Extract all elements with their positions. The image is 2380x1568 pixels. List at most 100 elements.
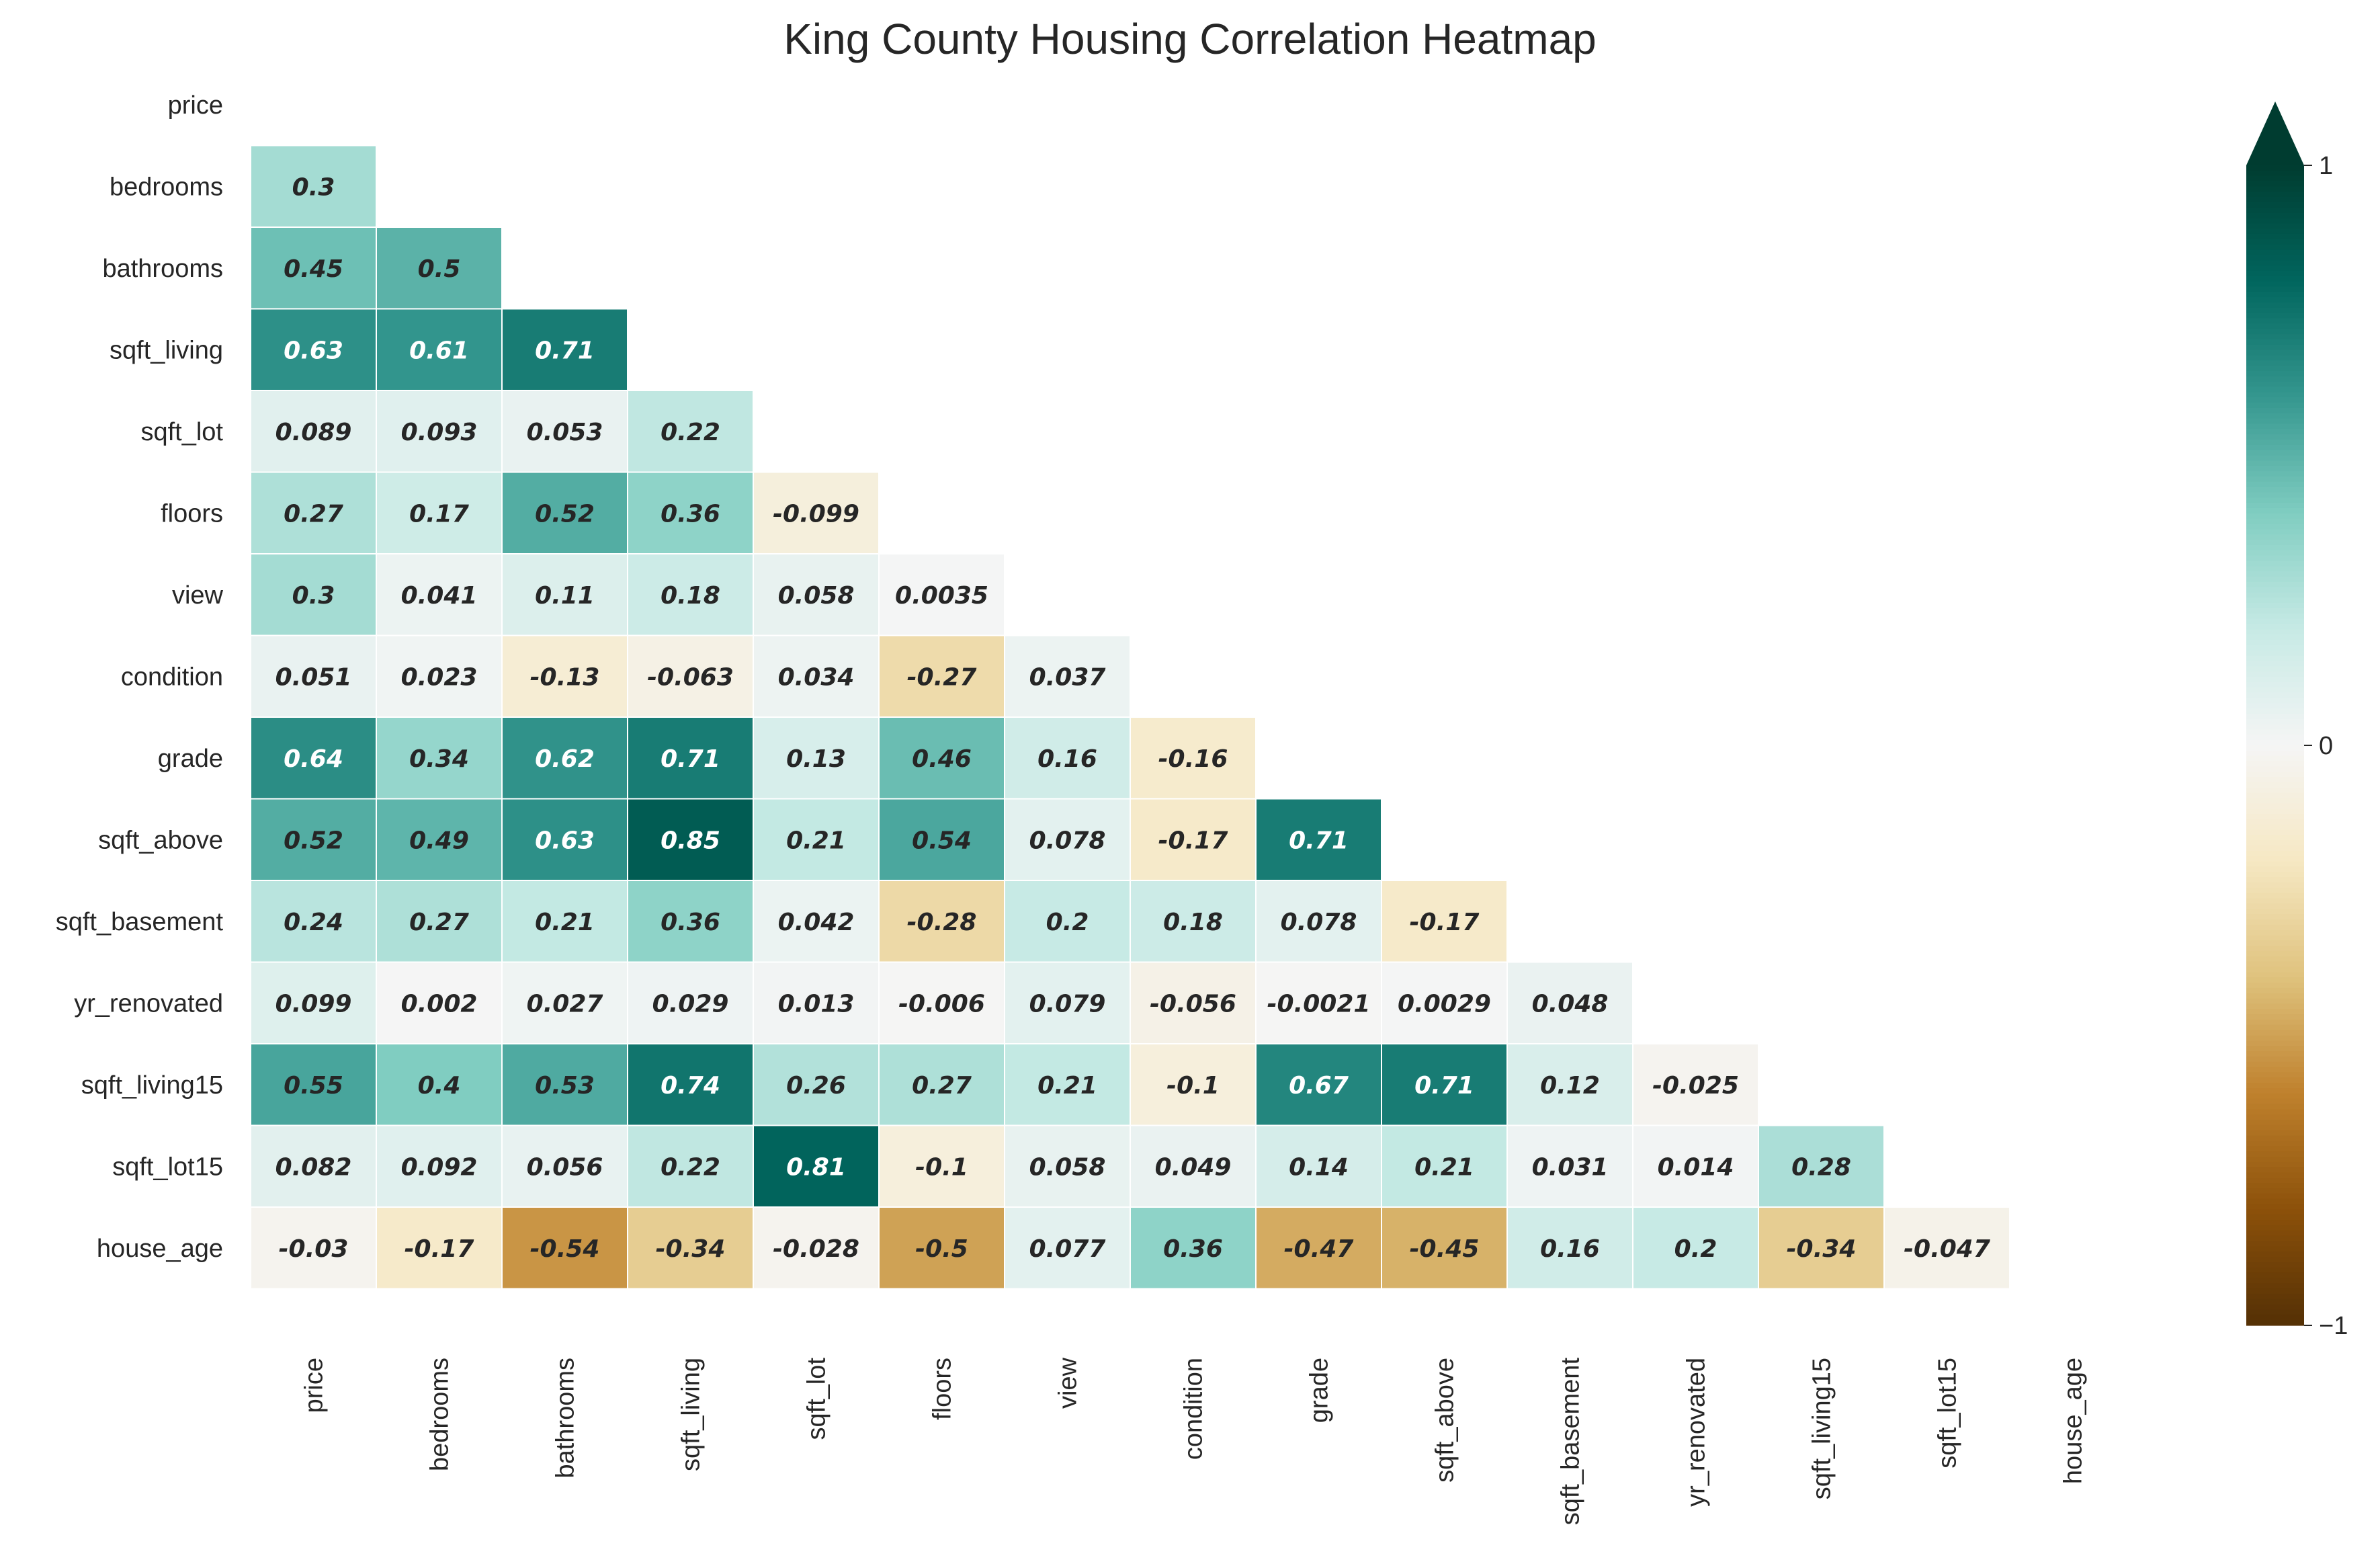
x-tick-label: house_age bbox=[2059, 1358, 2088, 1484]
heatmap-cell bbox=[1381, 1124, 1508, 1208]
heatmap-cell bbox=[1255, 798, 1382, 881]
colorbar-segment bbox=[2246, 946, 2304, 952]
colorbar-segment bbox=[2246, 1146, 2304, 1152]
colorbar-segment bbox=[2246, 349, 2304, 356]
colorbar-segment bbox=[2246, 824, 2304, 831]
colorbar-extend-arrow bbox=[2246, 101, 2304, 165]
heatmap-cell bbox=[501, 1124, 628, 1208]
colorbar-segment bbox=[2246, 1141, 2304, 1147]
cell-value-label: 0.67 bbox=[1289, 1072, 1349, 1100]
cell-value-label: 0.051 bbox=[275, 663, 352, 691]
colorbar-segment bbox=[2246, 655, 2304, 662]
heatmap-cell bbox=[250, 226, 377, 310]
heatmap-cell bbox=[376, 1043, 503, 1126]
cell-value-label: 0.54 bbox=[912, 827, 972, 854]
colorbar-segment bbox=[2246, 497, 2304, 503]
colorbar-segment bbox=[2246, 429, 2304, 435]
cell-value-label: 0.041 bbox=[401, 582, 478, 610]
colorbar-segment bbox=[2246, 1278, 2304, 1284]
colorbar-segment bbox=[2246, 1251, 2304, 1257]
colorbar-segment bbox=[2246, 1298, 2304, 1305]
heatmap-cell bbox=[878, 634, 1005, 718]
heatmap-cell bbox=[878, 961, 1005, 1044]
cell-value-label: 0.5 bbox=[418, 255, 461, 283]
colorbar-segment bbox=[2246, 1061, 2304, 1068]
colorbar-segment bbox=[2246, 687, 2304, 694]
y-tick-label: house_age bbox=[97, 1235, 223, 1263]
colorbar-segment bbox=[2246, 265, 2304, 272]
heatmap-cell bbox=[627, 471, 754, 554]
cell-value-label: 0.62 bbox=[535, 745, 595, 773]
cell-value-label: 0.16 bbox=[1037, 745, 1097, 773]
y-tick-label: sqft_living15 bbox=[81, 1071, 223, 1100]
cell-value-label: 0.077 bbox=[1029, 1235, 1106, 1263]
colorbar-segment bbox=[2246, 887, 2304, 894]
colorbar-segment bbox=[2246, 439, 2304, 446]
colorbar-segment bbox=[2246, 1267, 2304, 1274]
cell-value-label: 0.037 bbox=[1029, 663, 1106, 691]
cell-value-label: 0.3 bbox=[292, 582, 335, 610]
colorbar-segment bbox=[2246, 434, 2304, 440]
colorbar-segment bbox=[2246, 914, 2304, 920]
colorbar-segment bbox=[2246, 745, 2304, 751]
colorbar-segment bbox=[2246, 1178, 2304, 1184]
heatmap-cell bbox=[376, 226, 503, 310]
heatmap-cell bbox=[627, 1043, 754, 1126]
x-tick-label: condition bbox=[1180, 1358, 1208, 1460]
colorbar-segment bbox=[2246, 1309, 2304, 1315]
colorbar-segment bbox=[2246, 561, 2304, 567]
cell-value-label: 0.089 bbox=[275, 419, 352, 446]
heatmap-cell bbox=[250, 880, 377, 963]
heatmap-cell bbox=[1381, 880, 1508, 963]
y-tick-label: price bbox=[168, 91, 223, 120]
colorbar-segment bbox=[2246, 1083, 2304, 1089]
colorbar-segment bbox=[2246, 450, 2304, 456]
cell-value-label: 0.4 bbox=[418, 1072, 461, 1100]
colorbar-segment bbox=[2246, 1056, 2304, 1063]
cell-value-label: -0.099 bbox=[773, 500, 859, 528]
cell-value-label: 0.027 bbox=[527, 990, 603, 1018]
heatmap-cell bbox=[376, 798, 503, 881]
cell-value-label: 0.36 bbox=[1163, 1235, 1223, 1263]
colorbar-segment bbox=[2246, 571, 2304, 577]
heatmap-cell bbox=[753, 1206, 880, 1290]
heatmap-cell bbox=[501, 798, 628, 881]
colorbar: 1 0 −1 bbox=[2246, 101, 2348, 1340]
cell-value-label: 0.013 bbox=[778, 990, 855, 1018]
heatmap-cell bbox=[250, 1206, 377, 1290]
colorbar-segment bbox=[2246, 576, 2304, 583]
heatmap-cell bbox=[376, 390, 503, 473]
colorbar-segment bbox=[2246, 919, 2304, 925]
colorbar-segment bbox=[2246, 903, 2304, 909]
cell-value-label: 0.099 bbox=[275, 990, 352, 1018]
y-axis-tick-labels: price bedrooms bathrooms sqft_living sqft_lo… bbox=[56, 91, 224, 1263]
colorbar-segment bbox=[2246, 1304, 2304, 1311]
colorbar-segment bbox=[2246, 524, 2304, 530]
heatmap-cell bbox=[1004, 1206, 1131, 1290]
colorbar-segment bbox=[2246, 566, 2304, 572]
colorbar-segment bbox=[2246, 750, 2304, 757]
colorbar-segment bbox=[2246, 540, 2304, 546]
x-tick-label: view bbox=[1054, 1357, 1082, 1409]
heatmap-cell bbox=[250, 553, 377, 636]
colorbar-segment bbox=[2246, 376, 2304, 382]
colorbar-segment bbox=[2246, 366, 2304, 372]
heatmap-cell bbox=[878, 1124, 1005, 1208]
cell-value-label: 0.52 bbox=[535, 500, 595, 528]
colorbar-segment bbox=[2246, 529, 2304, 535]
heatmap-cell bbox=[376, 308, 503, 391]
x-tick-label: grade bbox=[1306, 1358, 1334, 1423]
colorbar-segment bbox=[2246, 1198, 2304, 1205]
heatmap-cell bbox=[1506, 961, 1633, 1044]
heatmap-cell bbox=[250, 634, 377, 718]
colorbar-segment bbox=[2246, 829, 2304, 835]
cell-value-label: 0.63 bbox=[284, 337, 343, 364]
cell-value-label: 0.71 bbox=[535, 337, 595, 364]
colorbar-tick-label: 0 bbox=[2319, 732, 2333, 760]
colorbar-segment bbox=[2246, 766, 2304, 772]
heatmap-cell bbox=[1506, 1124, 1633, 1208]
heatmap-cell bbox=[376, 553, 503, 636]
colorbar-segment bbox=[2246, 983, 2304, 989]
colorbar-segment bbox=[2246, 993, 2304, 999]
heatmap-cell bbox=[1255, 1206, 1382, 1290]
